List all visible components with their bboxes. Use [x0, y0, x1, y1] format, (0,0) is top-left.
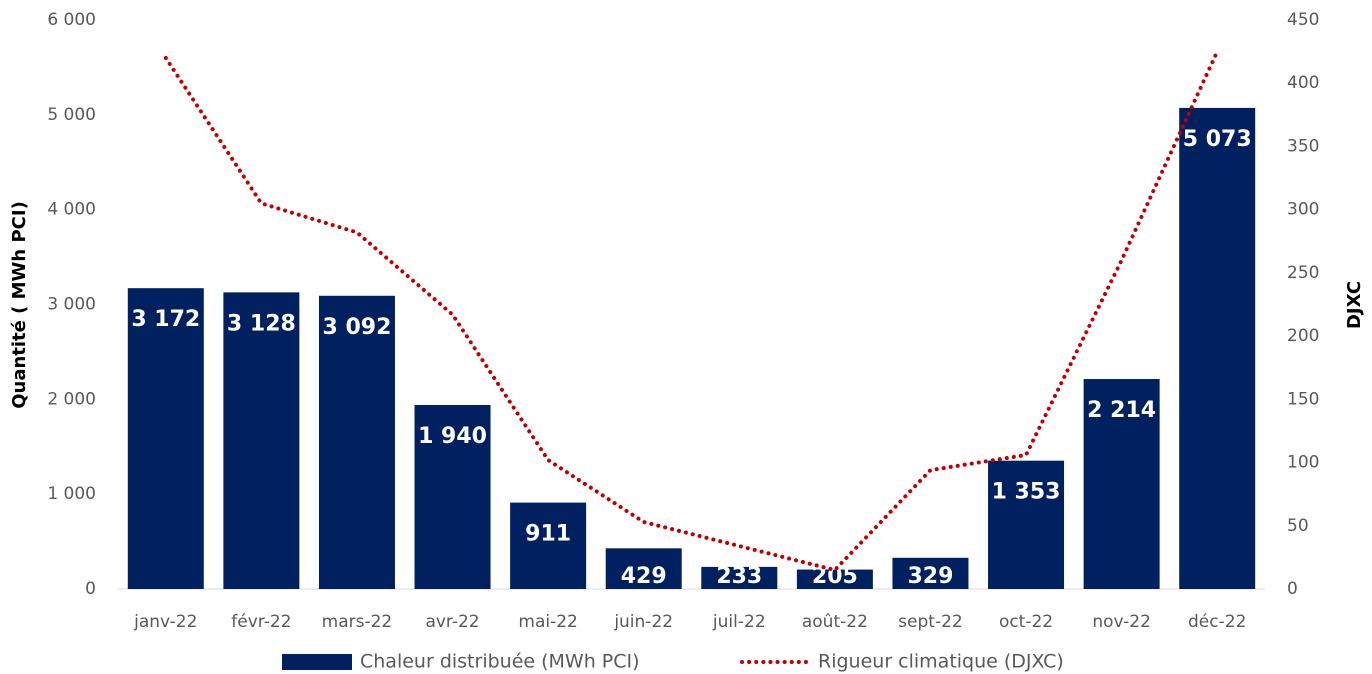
x-tick-label: août-22	[802, 612, 868, 632]
bar	[892, 557, 969, 589]
y2-tick-label: 250	[1287, 263, 1319, 283]
x-tick-label: juin-22	[613, 612, 673, 632]
bar	[1179, 107, 1256, 590]
bar	[414, 405, 491, 589]
y-tick-label: 2 000	[47, 389, 96, 409]
y2-tick-label: 450	[1287, 10, 1319, 30]
data-label: 233	[716, 564, 762, 589]
y2-tick-label: 200	[1287, 326, 1319, 346]
data-label: 1 940	[418, 424, 487, 449]
y2-tick-label: 150	[1287, 389, 1319, 409]
y2-tick-label: 300	[1287, 200, 1319, 220]
data-label: 5 073	[1183, 127, 1252, 152]
x-tick-label: juil-22	[712, 612, 766, 632]
y-tick-label: 1 000	[47, 484, 96, 504]
legend-label: Rigueur climatique (DJXC)	[818, 651, 1064, 673]
bar	[605, 548, 682, 589]
x-tick-label: avr-22	[425, 612, 479, 632]
y2-tick-label: 50	[1287, 516, 1309, 536]
x-tick-label: févr-22	[231, 612, 291, 632]
bar	[223, 292, 300, 589]
data-label: 3 092	[323, 315, 392, 340]
bar	[1083, 379, 1160, 589]
y2-axis-title: DJXC	[1344, 281, 1365, 329]
bar	[796, 569, 873, 589]
y-tick-label: 6 000	[47, 10, 96, 30]
data-label: 911	[525, 522, 571, 547]
bar	[127, 288, 204, 589]
data-label: 2 214	[1087, 398, 1156, 423]
x-tick-label: janv-22	[133, 612, 197, 632]
x-tick-label: mai-22	[518, 612, 577, 632]
legend-label: Chaleur distribuée (MWh PCI)	[360, 651, 640, 673]
bar	[701, 566, 778, 589]
line	[163, 49, 1220, 573]
y2-tick-label: 400	[1287, 73, 1319, 93]
data-label: 1 353	[992, 480, 1061, 505]
y-tick-label: 4 000	[47, 200, 96, 220]
data-label: 3 128	[227, 311, 296, 336]
y-tick-label: 5 000	[47, 105, 96, 125]
y-axis-title: Quantité ( MWh PCI)	[9, 201, 30, 409]
data-label: 329	[907, 564, 953, 589]
y2-tick-label: 100	[1287, 453, 1319, 473]
x-tick-label: mars-22	[322, 612, 393, 632]
data-label: 3 172	[131, 307, 200, 332]
x-tick-label: nov-22	[1092, 612, 1151, 632]
data-label: 429	[621, 564, 667, 589]
x-tick-label: déc-22	[1188, 612, 1246, 632]
y-tick-label: 3 000	[47, 295, 96, 315]
bar	[510, 502, 587, 589]
bar	[988, 460, 1065, 589]
bar	[318, 295, 395, 589]
x-tick-label: oct-22	[999, 612, 1053, 632]
y2-tick-label: 0	[1287, 579, 1298, 599]
y-tick-label: 0	[85, 579, 96, 599]
x-tick-label: sept-22	[898, 612, 963, 632]
legend-swatch	[282, 654, 352, 670]
y2-tick-label: 350	[1287, 136, 1319, 156]
